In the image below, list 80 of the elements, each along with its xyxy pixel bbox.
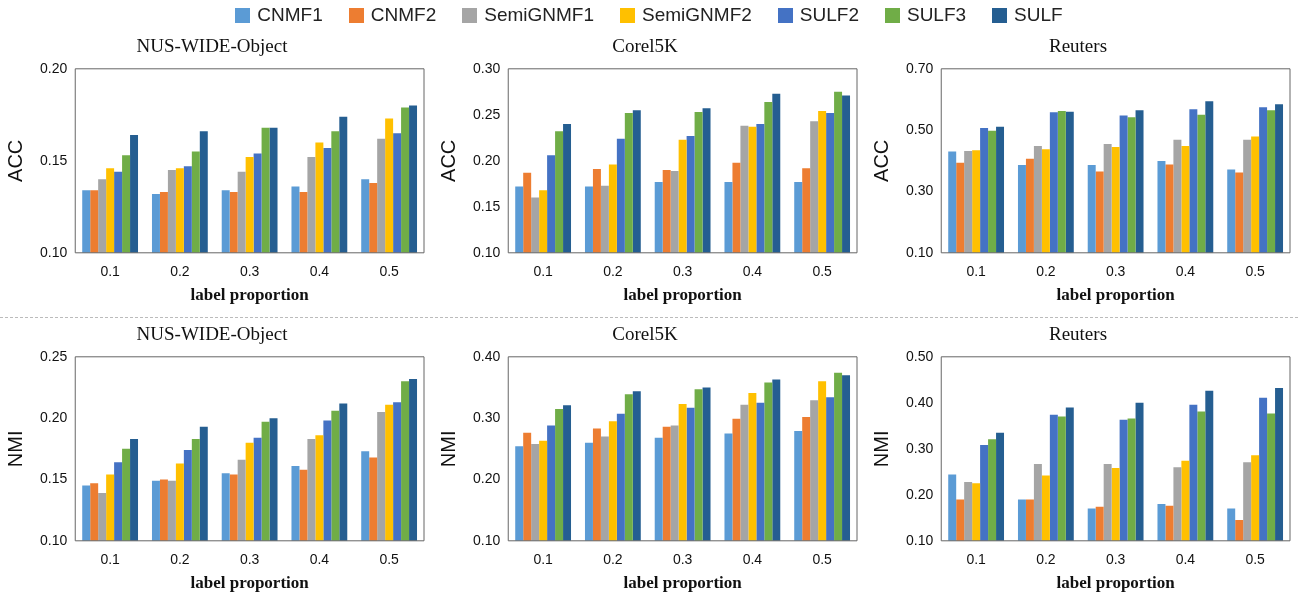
x-tick-label: 0.2 <box>170 263 190 280</box>
x-tick-label: 0.4 <box>1175 551 1196 568</box>
y-tick-label: 0.20 <box>40 59 68 76</box>
x-tick-label: 0.4 <box>309 551 330 568</box>
x-axis-title: label proportion <box>623 285 743 305</box>
y-axis-title: ACC <box>3 139 26 182</box>
y-tick-label: 0.70 <box>906 59 934 76</box>
chart-title: Corel5K <box>612 35 678 57</box>
x-tick-label: 0.3 <box>672 551 693 568</box>
y-tick-label: 0.30 <box>906 439 934 456</box>
x-tick-label: 0.1 <box>533 551 554 568</box>
y-tick-label: 0.10 <box>40 243 68 260</box>
y-tick-label: 0.10 <box>473 531 501 548</box>
x-tick-label: 0.4 <box>309 263 330 280</box>
y-tick-label: 0.50 <box>906 120 934 137</box>
x-tick-label: 0.5 <box>1245 263 1266 280</box>
x-tick-label: 0.3 <box>1105 551 1126 568</box>
y-tick-label: 0.30 <box>906 182 934 199</box>
x-tick-label: 0.1 <box>533 263 554 280</box>
x-tick-label: 0.5 <box>812 551 833 568</box>
y-axis-title: NMI <box>3 430 26 468</box>
x-tick-label: 0.1 <box>966 551 987 568</box>
x-axis-title: label proportion <box>1056 573 1176 593</box>
x-tick-label: 0.5 <box>812 263 833 280</box>
x-tick-label: 0.5 <box>379 263 400 280</box>
legend-label: CNMF2 <box>370 4 437 26</box>
x-tick-label: 0.4 <box>1175 263 1196 280</box>
x-tick-label: 0.2 <box>603 263 623 280</box>
x-axis-title: label proportion <box>1056 285 1176 305</box>
chart-title: NUS-WIDE-Object <box>136 35 289 57</box>
y-axis-title: NMI <box>436 430 459 468</box>
y-tick-label: 0.20 <box>40 408 68 425</box>
x-tick-label: 0.1 <box>966 263 987 280</box>
x-axis-title: label proportion <box>623 573 743 593</box>
y-tick-label: 0.30 <box>473 408 501 425</box>
y-tick-label: 0.20 <box>473 151 501 168</box>
chart-title: Reuters <box>1048 35 1108 57</box>
x-tick-label: 0.1 <box>100 551 121 568</box>
y-tick-label: 0.10 <box>906 243 934 260</box>
legend-label: SULF <box>1014 4 1063 26</box>
y-tick-label: 0.15 <box>473 197 501 214</box>
x-tick-label: 0.4 <box>742 263 763 280</box>
y-tick-label: 0.10 <box>473 243 501 260</box>
x-tick-label: 0.3 <box>239 551 260 568</box>
chart-title: Reuters <box>1048 323 1108 345</box>
x-tick-label: 0.3 <box>672 263 693 280</box>
y-tick-label: 0.25 <box>473 105 501 122</box>
y-tick-label: 0.10 <box>906 531 934 548</box>
x-axis-title: label proportion <box>190 573 310 593</box>
x-tick-label: 0.3 <box>1105 263 1126 280</box>
y-axis-title: ACC <box>436 139 459 182</box>
legend-label: SULF2 <box>799 4 859 26</box>
y-tick-label: 0.25 <box>40 347 68 364</box>
y-tick-label: 0.40 <box>473 347 501 364</box>
y-tick-label: 0.40 <box>906 393 934 410</box>
legend-label: SemiGNMF1 <box>484 4 595 26</box>
y-tick-label: 0.20 <box>906 485 934 502</box>
y-tick-label: 0.15 <box>40 151 68 168</box>
x-tick-label: 0.5 <box>1245 551 1266 568</box>
x-tick-label: 0.4 <box>742 551 763 568</box>
chart-title: Corel5K <box>612 323 678 345</box>
y-tick-label: 0.30 <box>473 59 501 76</box>
legend-label: CNMF1 <box>257 4 323 26</box>
x-tick-label: 0.2 <box>1036 263 1056 280</box>
x-tick-label: 0.5 <box>379 551 400 568</box>
x-axis-title: label proportion <box>190 285 310 305</box>
x-tick-label: 0.1 <box>100 263 121 280</box>
x-tick-label: 0.2 <box>170 551 190 568</box>
legend-label: SULF3 <box>906 4 967 26</box>
x-tick-label: 0.2 <box>1036 551 1056 568</box>
y-tick-label: 0.15 <box>40 470 68 487</box>
x-tick-label: 0.2 <box>603 551 623 568</box>
y-tick-label: 0.50 <box>906 347 934 364</box>
x-tick-label: 0.3 <box>239 263 260 280</box>
legend-label: SemiGNMF2 <box>642 4 752 26</box>
y-tick-label: 0.10 <box>40 531 68 548</box>
y-axis-title: NMI <box>869 430 892 468</box>
y-tick-label: 0.20 <box>473 470 501 487</box>
y-axis-title: ACC <box>869 139 892 182</box>
chart-title: NUS-WIDE-Object <box>136 323 289 345</box>
